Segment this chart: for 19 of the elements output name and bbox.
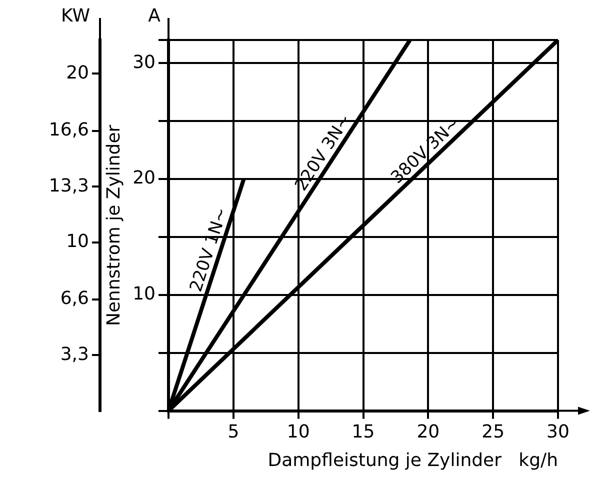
y-axis-title: Nennstrom je Zylinder [103, 124, 124, 326]
x-tick-label: 30 [546, 421, 570, 442]
y2-tick-label: 13,3 [48, 175, 89, 196]
x-tick-label: 10 [286, 421, 310, 442]
text: A [148, 6, 162, 27]
y-tick-label: 10 [132, 284, 156, 305]
y-tick-label: 30 [132, 52, 156, 73]
y2-axis-title: KW [61, 6, 90, 27]
y2-tick-label: 6,6 [60, 288, 89, 310]
y-tick-label: 20 [132, 168, 156, 189]
y2-tick-label: 20 [66, 62, 89, 84]
x-tick-label: 25 [482, 421, 505, 442]
y2-tick-label: 10 [66, 230, 89, 252]
x-tick-label: 5 [228, 421, 240, 442]
x-axis-title: Dampfleistung je Zylinder kg/h [268, 450, 558, 471]
x-tick-label: 15 [352, 421, 375, 442]
y2-tick-label: 3,3 [60, 344, 89, 365]
y2-tick-label: 16,6 [48, 120, 89, 141]
x-tick-label: 20 [416, 421, 440, 442]
